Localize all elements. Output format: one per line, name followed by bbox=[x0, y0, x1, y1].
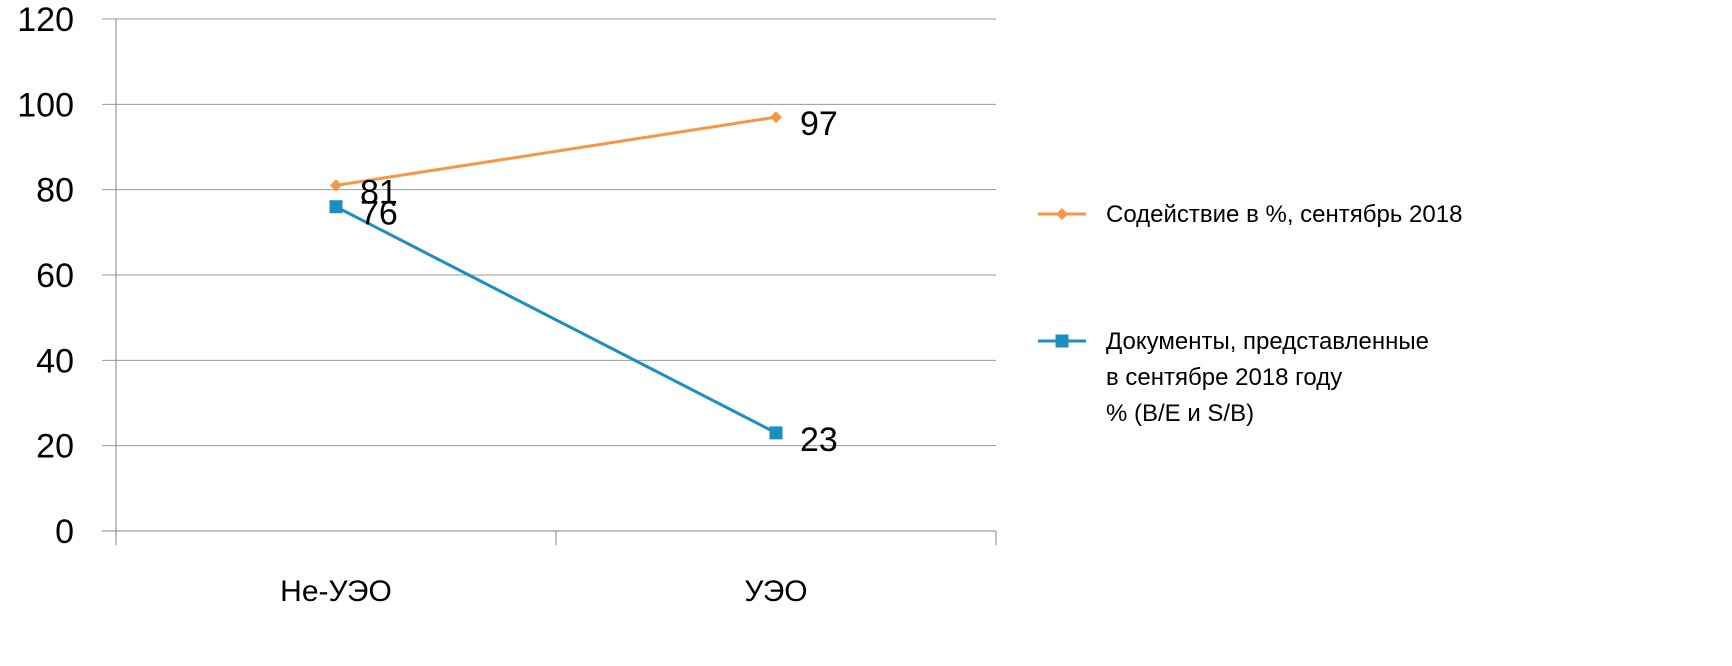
data-label: 76 bbox=[360, 195, 398, 233]
y-tick-label: 80 bbox=[36, 172, 74, 210]
series-line bbox=[335, 115, 777, 187]
data-label: 81 bbox=[360, 173, 398, 211]
data-labels: 81 97 76 23 bbox=[360, 105, 838, 459]
x-category-label: УЭО bbox=[744, 575, 807, 608]
legend-label: Содействие в %, сентябрь 2018 bbox=[1106, 201, 1462, 228]
y-tick-label: 40 bbox=[36, 342, 74, 380]
legend-label: % (B/E и S/B) bbox=[1106, 400, 1254, 427]
series-line bbox=[335, 205, 777, 435]
y-tick-label: 0 bbox=[55, 513, 74, 551]
x-axis-category-labels: Не-УЭО УЭО bbox=[280, 575, 807, 608]
y-tick-label: 20 bbox=[36, 428, 74, 466]
legend-marker bbox=[1055, 334, 1069, 348]
y-axis-tick-labels: 0 20 40 60 80 100 120 bbox=[17, 1, 74, 551]
y-tick-label: 120 bbox=[17, 1, 74, 39]
legend-marker bbox=[1056, 208, 1068, 220]
legend-label: Документы, представленные bbox=[1106, 328, 1429, 355]
data-point-marker bbox=[769, 426, 783, 440]
data-point-marker bbox=[329, 200, 343, 214]
data-label: 23 bbox=[800, 421, 838, 459]
gridlines bbox=[102, 18, 996, 447]
axes bbox=[102, 19, 997, 545]
data-label: 97 bbox=[800, 105, 838, 143]
y-tick-label: 100 bbox=[17, 86, 74, 124]
data-point-marker bbox=[330, 179, 342, 192]
data-point-marker bbox=[770, 111, 782, 124]
legend: Содействие в %, сентябрь 2018 Документы, … bbox=[1038, 201, 1462, 427]
legend-label: в сентябре 2018 году bbox=[1106, 364, 1342, 391]
y-tick-label: 60 bbox=[36, 257, 74, 295]
x-category-label: Не-УЭО bbox=[280, 575, 392, 608]
series-group bbox=[329, 111, 783, 440]
